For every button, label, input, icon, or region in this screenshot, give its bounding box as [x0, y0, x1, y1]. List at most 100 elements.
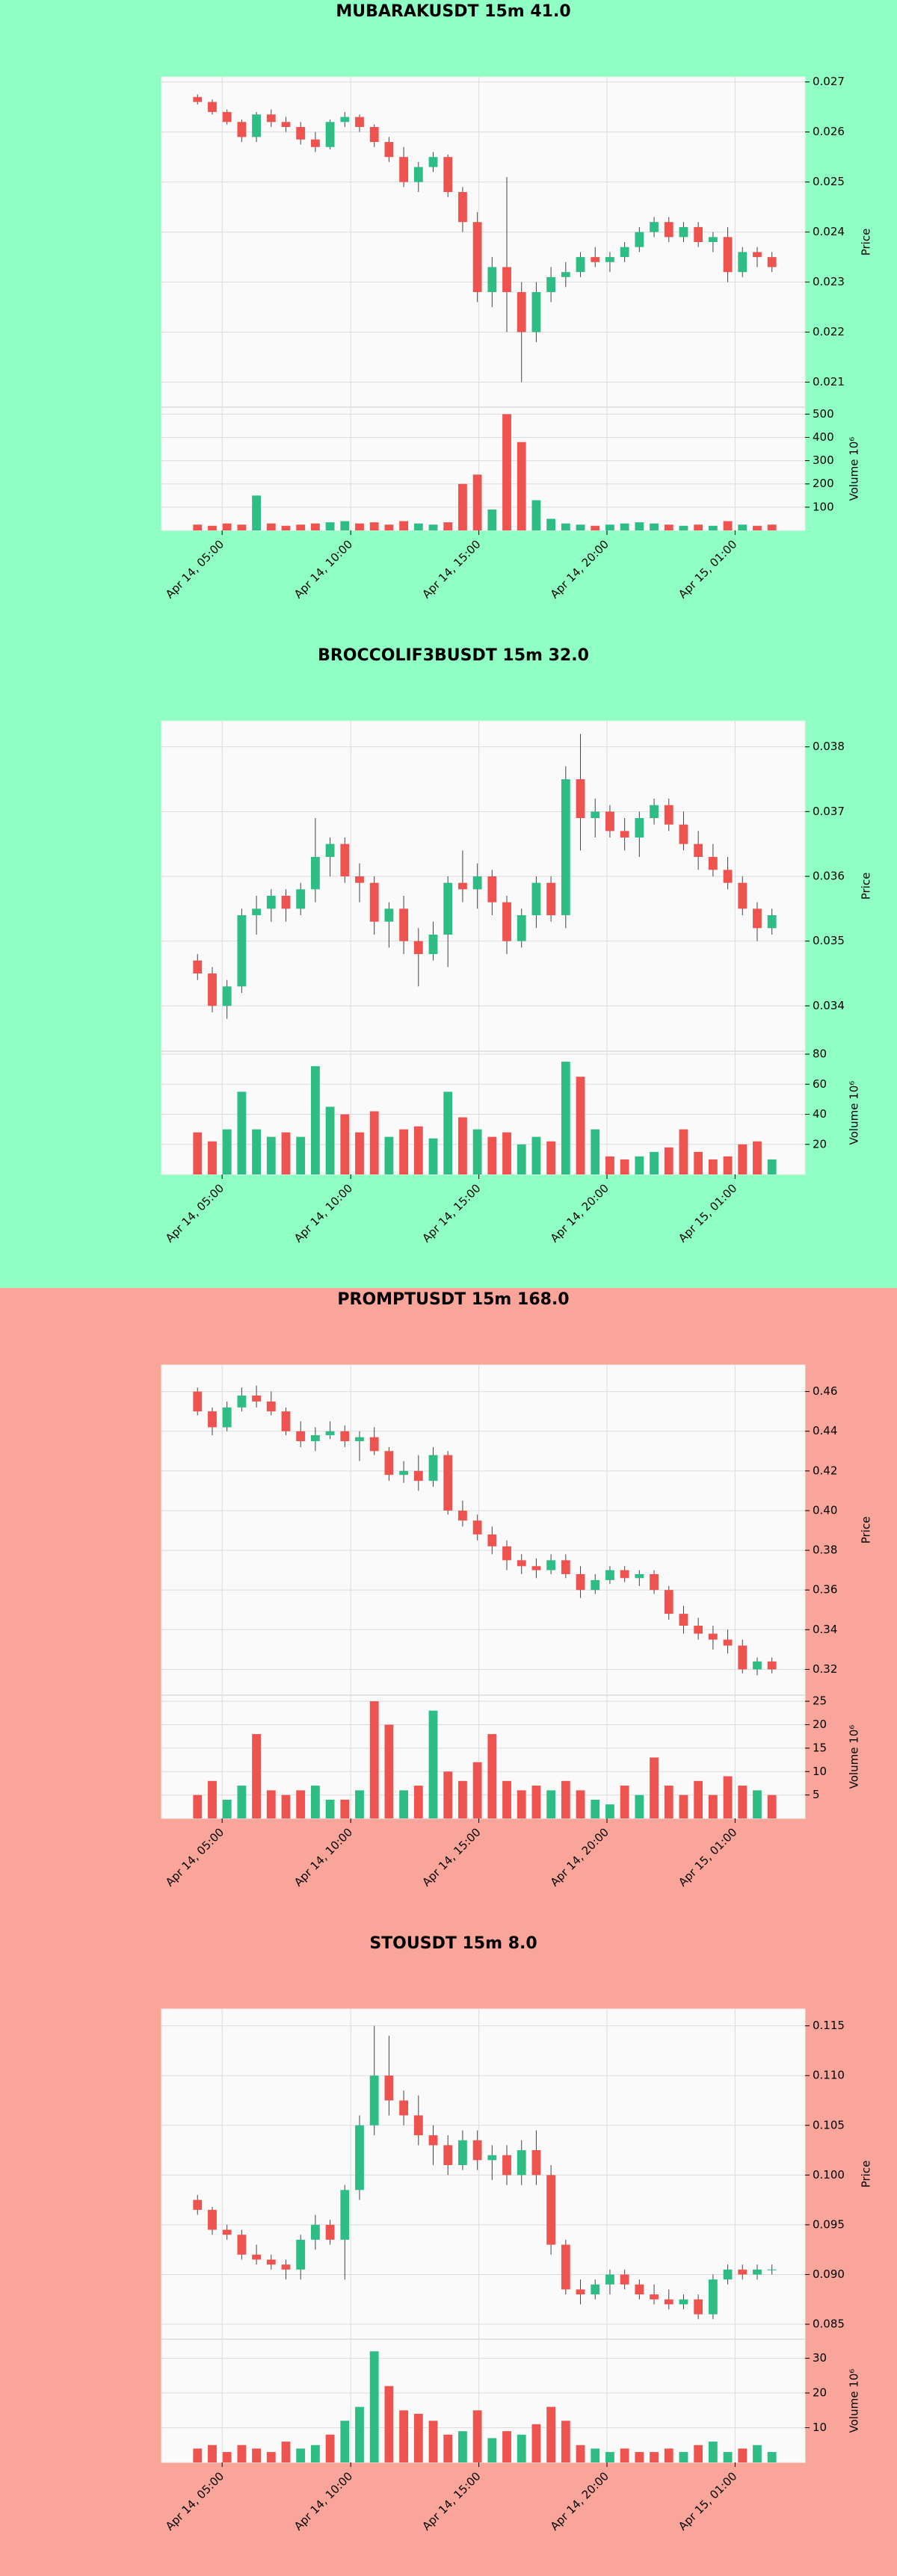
volume-bar [458, 1117, 467, 1174]
volume-bar [738, 1144, 748, 1174]
candle-body [252, 2254, 261, 2260]
volume-tick-label: 20 [813, 2386, 827, 2400]
volume-bar [222, 523, 232, 530]
candle-body [635, 1573, 644, 1579]
candle-body [399, 2100, 409, 2116]
candle-body [576, 1573, 585, 1591]
volume-bar [605, 1804, 614, 1818]
candle-body [620, 2274, 629, 2285]
volume-bar [561, 1780, 570, 1818]
volume-bar [664, 1786, 673, 1818]
volume-bar [310, 523, 320, 530]
candle-body [428, 935, 438, 954]
volume-bar [443, 1092, 453, 1174]
candle-body [413, 1470, 423, 1481]
candle-body [679, 824, 688, 844]
candle-body [679, 2299, 688, 2305]
candle-body [753, 908, 762, 929]
volume-bar [517, 442, 526, 530]
volume-bar [413, 523, 423, 530]
candle-body [193, 2199, 203, 2210]
volume-bar [443, 2434, 453, 2462]
volume-bar [208, 1141, 217, 1174]
volume-bar [384, 2385, 394, 2462]
candle-body [399, 157, 409, 182]
candle-body [576, 779, 585, 818]
volume-tick-label: 20 [813, 1137, 827, 1151]
volume-bar [208, 525, 217, 530]
volume-tick-label: 200 [813, 477, 834, 490]
candle-body [443, 1455, 453, 1511]
volume-bar [708, 525, 718, 530]
candle-body [325, 1431, 335, 1436]
volume-bar [310, 1066, 320, 1174]
volume-bar [281, 2442, 291, 2462]
volume-bar [399, 1790, 409, 1818]
candle-body [738, 1645, 748, 1670]
candle-body [576, 257, 585, 273]
volume-bar [384, 524, 394, 530]
candle-body [767, 257, 777, 267]
volume-bar [517, 2434, 526, 2462]
volume-bar [620, 1159, 629, 1174]
candle-body [531, 291, 541, 332]
volume-bar [472, 474, 482, 530]
volume-bar [487, 1734, 497, 1818]
candle-body [237, 1395, 247, 1408]
volume-bar [694, 2445, 703, 2462]
volume-bar [531, 1786, 541, 1818]
volume-axis-label: Volume 10⁶ [848, 2369, 861, 2433]
candle-body [340, 843, 350, 876]
candle-body [605, 1570, 614, 1580]
candle-body [222, 986, 232, 1006]
volume-tick-label: 30 [813, 2351, 827, 2365]
candle-body [605, 257, 614, 262]
chart-title: STOUSDT 15m 8.0 [369, 1934, 537, 1953]
candle-body [281, 122, 291, 127]
volume-bar [325, 1106, 335, 1174]
candle-body [369, 2075, 379, 2125]
volume-bar [576, 524, 585, 530]
candle-body [472, 876, 482, 890]
candle-body [413, 941, 423, 954]
candle-body [620, 831, 629, 837]
volume-bar [576, 1077, 585, 1174]
volume-tick-label: 25 [813, 1694, 827, 1708]
candle-body [355, 1437, 364, 1441]
y-tick-label: 0.34 [813, 1623, 837, 1636]
candle-body [723, 2269, 733, 2280]
candle-body [664, 1590, 673, 1614]
volume-bar [517, 1790, 526, 1818]
candle-body [561, 272, 570, 277]
volume-bar [208, 1780, 217, 1818]
candle-body [237, 915, 247, 987]
volume-bar [561, 2421, 570, 2462]
candle-body [591, 1579, 600, 1591]
y-tick-label: 0.035 [813, 934, 845, 947]
y-axis-label: Price [860, 2161, 873, 2188]
candle-body [694, 1626, 703, 1634]
candle-body [222, 111, 232, 123]
candle-body [266, 896, 276, 909]
volume-bar [591, 1129, 600, 1174]
volume-bar [694, 1780, 703, 1818]
volume-bar [355, 523, 364, 530]
candle-body [310, 1435, 320, 1441]
candle-body [561, 1560, 570, 1574]
y-tick-label: 0.021 [813, 375, 845, 388]
candle-body [281, 1411, 291, 1431]
candle-body [487, 1534, 497, 1546]
candle-body [679, 226, 688, 238]
candle-body [767, 915, 777, 929]
y-tick-label: 0.026 [813, 125, 845, 138]
y-tick-label: 0.110 [813, 2069, 845, 2082]
volume-bar [767, 524, 777, 530]
candle-body [487, 267, 497, 292]
volume-bar [605, 524, 614, 530]
candle-body [502, 267, 511, 292]
candle-body [635, 818, 644, 837]
volume-bar [591, 1799, 600, 1818]
plot-face [161, 1364, 806, 1819]
volume-bar [222, 2452, 232, 2462]
volume-bar [723, 1776, 733, 1818]
